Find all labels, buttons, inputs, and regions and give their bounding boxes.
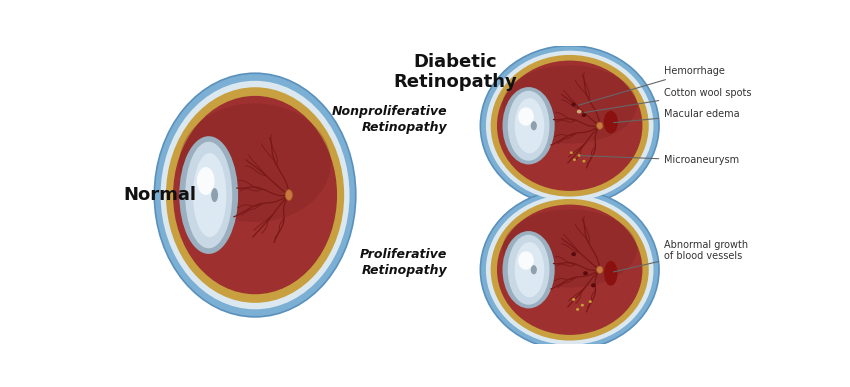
Ellipse shape	[604, 111, 618, 134]
Ellipse shape	[155, 73, 356, 317]
Ellipse shape	[490, 55, 649, 197]
Ellipse shape	[490, 199, 649, 341]
Ellipse shape	[502, 209, 637, 288]
Ellipse shape	[179, 103, 331, 222]
Ellipse shape	[573, 158, 576, 161]
Ellipse shape	[597, 122, 603, 129]
Ellipse shape	[502, 87, 555, 164]
Ellipse shape	[185, 142, 232, 248]
Text: Cotton wool spots: Cotton wool spots	[584, 87, 751, 113]
Text: Normal: Normal	[123, 186, 196, 204]
Ellipse shape	[497, 205, 643, 335]
Ellipse shape	[571, 252, 576, 256]
Ellipse shape	[518, 251, 534, 270]
Ellipse shape	[581, 304, 584, 307]
Ellipse shape	[576, 308, 579, 311]
Ellipse shape	[502, 231, 555, 308]
Ellipse shape	[197, 167, 214, 195]
Ellipse shape	[161, 81, 349, 309]
Ellipse shape	[589, 300, 592, 303]
Ellipse shape	[211, 188, 218, 202]
Ellipse shape	[193, 153, 226, 237]
Ellipse shape	[518, 107, 534, 126]
Ellipse shape	[486, 195, 654, 345]
Ellipse shape	[502, 65, 637, 144]
Ellipse shape	[591, 283, 596, 288]
Ellipse shape	[166, 87, 344, 303]
Ellipse shape	[286, 190, 292, 200]
Ellipse shape	[572, 298, 575, 301]
Ellipse shape	[581, 113, 586, 117]
Ellipse shape	[507, 91, 549, 161]
Ellipse shape	[604, 261, 618, 286]
Ellipse shape	[570, 151, 573, 154]
Text: Nonproliferative
Retinopathy: Nonproliferative Retinopathy	[332, 105, 447, 134]
Ellipse shape	[530, 265, 537, 274]
Ellipse shape	[530, 121, 537, 130]
Ellipse shape	[497, 61, 643, 191]
Ellipse shape	[597, 266, 603, 273]
Text: Hemorrhage: Hemorrhage	[579, 66, 725, 105]
Ellipse shape	[582, 160, 586, 163]
Ellipse shape	[571, 103, 575, 106]
Text: Macular edema: Macular edema	[614, 109, 740, 123]
Ellipse shape	[578, 154, 581, 157]
Ellipse shape	[173, 96, 337, 294]
Ellipse shape	[480, 46, 659, 206]
Ellipse shape	[583, 271, 588, 275]
Ellipse shape	[515, 98, 544, 153]
Ellipse shape	[577, 110, 581, 113]
Text: Abnormal growth
of blood vessels: Abnormal growth of blood vessels	[614, 240, 748, 272]
Ellipse shape	[179, 136, 238, 254]
Ellipse shape	[480, 190, 659, 350]
Text: Microaneurysm: Microaneurysm	[581, 156, 740, 165]
Ellipse shape	[507, 235, 549, 305]
Text: Diabetic
Retinopathy: Diabetic Retinopathy	[393, 53, 517, 91]
Ellipse shape	[515, 242, 544, 297]
Ellipse shape	[486, 51, 654, 201]
Text: Proliferative
Retinopathy: Proliferative Retinopathy	[360, 248, 447, 277]
